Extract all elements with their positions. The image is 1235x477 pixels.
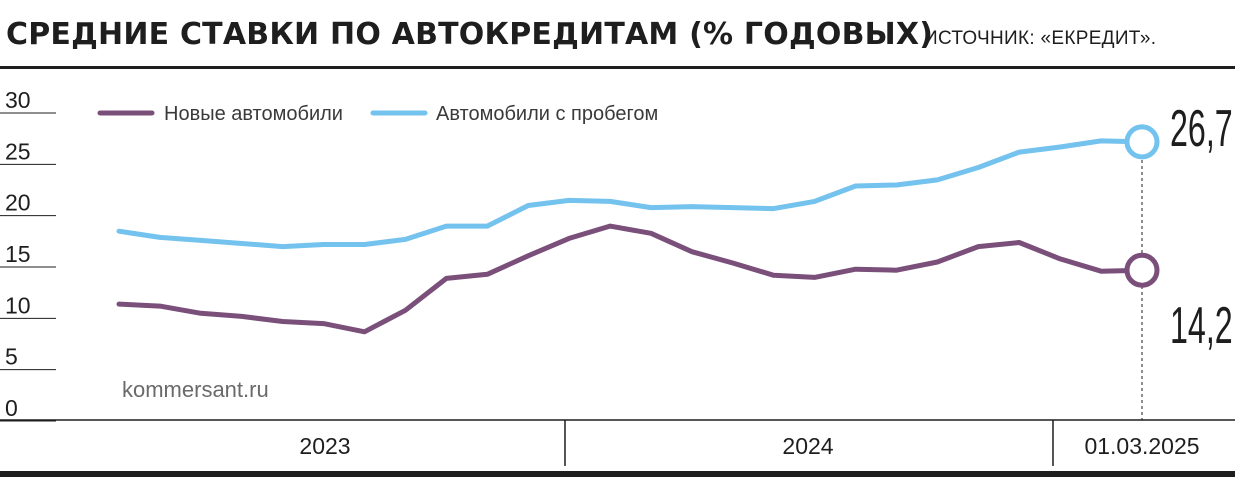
footer-bar: [0, 471, 1235, 477]
x-period-label: 2024: [782, 433, 833, 459]
chart-header: СРЕДНИЕ СТАВКИ ПО АВТОКРЕДИТАМ (% ГОДОВЫ…: [0, 0, 1235, 70]
watermark: kommersant.ru: [122, 377, 269, 402]
series-line: [116, 138, 1145, 250]
chart-source: ИСТОЧНИК: «ЕКРЕДИТ».: [924, 28, 1157, 49]
end-point-marker: [1124, 124, 1160, 160]
legend: Новые автомобили Автомобили с пробегом: [97, 103, 658, 125]
y-tick-label: 10: [5, 292, 31, 318]
legend-label: Новые автомобили: [164, 103, 343, 125]
y-tick-label: 25: [5, 138, 31, 164]
series-line: [116, 223, 1145, 335]
y-tick-label: 20: [5, 190, 31, 216]
x-period-label: 2023: [299, 433, 350, 459]
y-tick-label: 15: [5, 241, 31, 267]
chart-title: СРЕДНИЕ СТАВКИ ПО АВТОКРЕДИТАМ (% ГОДОВЫ…: [6, 17, 934, 52]
y-tick-label: 5: [5, 344, 18, 370]
end-value-label: 14,2: [1170, 297, 1233, 355]
end-point-marker: [1124, 252, 1160, 288]
y-tick-label: 0: [5, 395, 18, 421]
end-value-label: 26,7: [1170, 100, 1233, 158]
legend-label: Автомобили с пробегом: [436, 103, 658, 125]
series-layer: [116, 138, 1145, 335]
y-axis: 0 5 10 15 20 25 30: [0, 87, 56, 422]
x-axis: 2023 2024 01.03.2025: [0, 160, 1235, 466]
end-labels: 14,2 26,7: [1124, 100, 1233, 355]
x-period-label: 01.03.2025: [1084, 433, 1199, 459]
header-divider: [0, 66, 1235, 69]
y-tick-label: 30: [5, 87, 31, 113]
